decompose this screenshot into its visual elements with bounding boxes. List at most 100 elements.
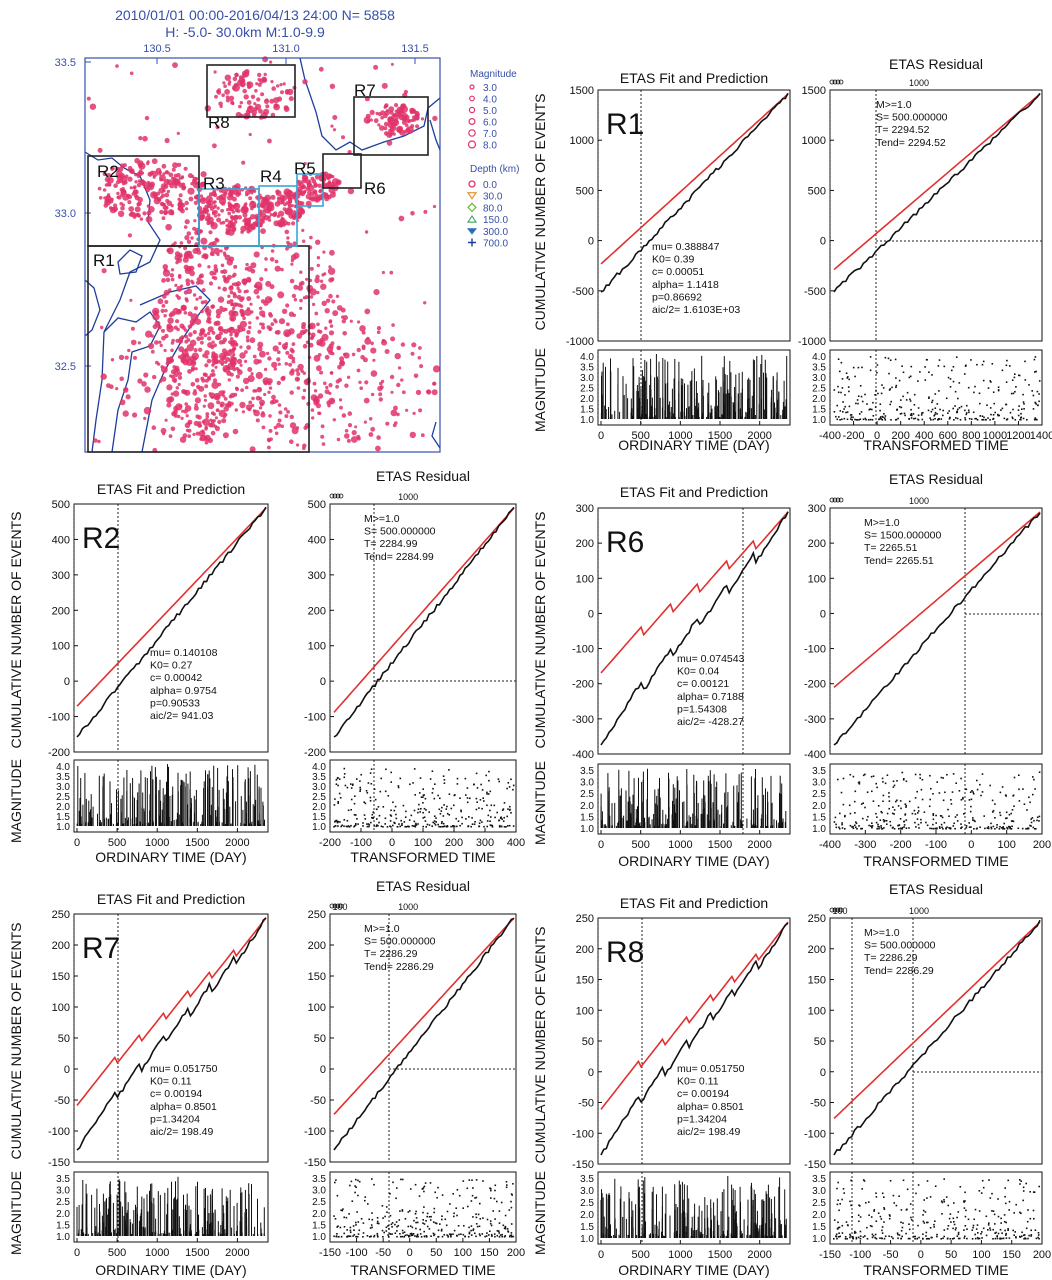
magnitude-point [957,397,959,400]
magnitude-point [398,1219,401,1221]
magnitude-point [1003,417,1006,420]
magnitude-point [842,411,844,413]
earthquake-marker [205,355,209,359]
earthquake-marker [174,185,178,189]
earthquake-marker [409,107,415,114]
magnitude-point [474,821,476,823]
magnitude-point [376,1222,379,1225]
earthquake-marker [284,191,288,195]
magnitude-point [934,411,937,414]
earthquake-marker [251,223,256,227]
earthquake-marker [100,325,104,330]
magnitude-point [505,1181,508,1183]
magnitude-point [370,768,373,770]
magnitude-point [862,802,864,804]
magnitude-point [436,1196,438,1199]
magnitude-point [929,798,931,801]
y-tick-label: -1000 [566,336,594,348]
earthquake-marker [282,82,286,86]
earthquake-marker [119,399,126,406]
earthquake-marker [246,345,252,350]
earthquake-marker [117,210,125,217]
magnitude-point [437,823,439,826]
magnitude-point [356,778,358,780]
y-tick-label: 0 [320,1064,326,1076]
magnitude-point [497,778,500,780]
earthquake-marker [289,390,294,395]
map-header: 2010/01/01 00:00-2016/04/13 24:00 N= 585… [115,7,395,23]
earthquake-marker [200,340,204,345]
magnitude-point [888,792,890,794]
magnitude-point [347,809,350,812]
magnitude-point [860,411,863,413]
earthquake-marker [127,200,132,205]
earthquake-marker [217,296,225,303]
earthquake-marker [215,313,221,319]
magnitude-point [851,419,853,421]
magnitude-point [893,784,896,787]
y-tick-label: -50 [810,1098,826,1110]
magnitude-point [469,797,471,800]
magnitude-point [850,418,852,420]
magnitude-point [903,824,906,826]
magnitude-point [395,1197,397,1200]
magnitude-point [352,1225,355,1227]
earthquake-marker [207,336,212,341]
earthquake-marker [190,382,196,387]
map-lat-tick: 33.0 [55,208,76,220]
magnitude-point [913,809,916,812]
earthquake-marker [129,211,134,216]
x-tick-label: 100 [997,839,1015,851]
residual-title: ETAS Residual [376,878,470,894]
earthquake-marker [192,226,197,231]
magnitude-point [428,824,431,826]
magnitude-point [990,413,992,416]
earthquake-marker [195,318,202,325]
earthquake-marker [235,302,239,307]
region-label: R4 [260,167,282,186]
y-tick-label: 200 [308,605,326,617]
magnitude-point [970,805,972,808]
magnitude-point [897,417,899,420]
magnitude-point [419,1228,421,1231]
earthquake-marker [208,199,212,203]
magnitude-point [392,1181,394,1184]
earthquake-marker [253,288,260,295]
earthquake-marker [318,188,323,193]
earthquake-marker [358,380,362,384]
top-tick-label: 1000 [398,492,418,502]
magnitude-point [454,794,456,796]
magnitude-point [1014,373,1016,375]
magnitude-point [390,771,392,774]
earthquake-marker [356,434,361,440]
earthquake-marker [211,363,215,367]
earthquake-marker [323,193,328,199]
x-tick-label: 0 [968,839,974,851]
magnitude-point [857,781,860,784]
magnitude-tick-label: 2.0 [812,801,826,812]
earthquake-marker [391,323,395,327]
magnitude-point [389,814,392,816]
earthquake-marker [178,336,184,341]
earthquake-marker [225,95,230,100]
etas-parameter: K0= 0.11 [677,1076,719,1088]
earthquake-marker [289,414,294,420]
earthquake-marker [277,418,282,423]
magnitude-point [921,778,924,781]
magnitude-point [448,769,450,771]
magnitude-point [838,827,841,830]
earthquake-marker [187,173,193,179]
magnitude-point [446,1234,448,1236]
magnitude-point [423,1206,425,1208]
magnitude-point [368,825,370,828]
depth-legend-label: 80.0 [483,203,503,214]
magnitude-point [868,824,870,827]
magnitude-point [929,774,931,777]
magnitude-point [904,803,907,805]
earthquake-marker [276,380,281,386]
earthquake-marker [199,194,204,198]
map-lat-tick: 33.5 [55,57,76,69]
earthquake-marker [349,319,353,323]
earthquake-marker [244,69,250,75]
earthquake-marker [219,401,225,407]
